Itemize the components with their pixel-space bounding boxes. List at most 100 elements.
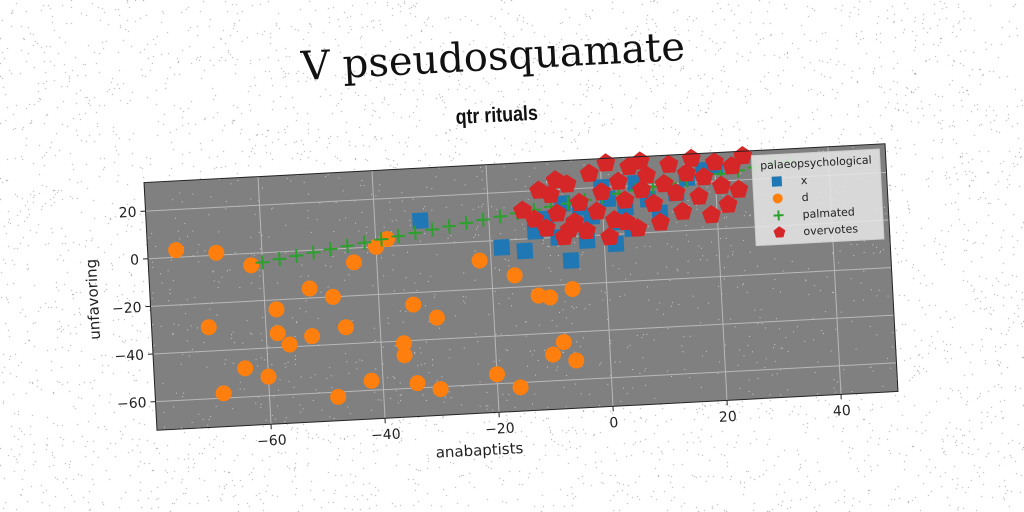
- x-tick-label: −40: [371, 427, 401, 445]
- y-tick-label: 20: [118, 205, 137, 222]
- data-point-overvotes: [659, 154, 679, 173]
- data-point-overvotes: [729, 179, 749, 198]
- data-point-d: [330, 388, 347, 405]
- data-point-d: [568, 352, 585, 369]
- data-point-d: [555, 334, 572, 351]
- data-point-overvotes: [524, 209, 544, 228]
- data-point-d: [337, 319, 354, 336]
- data-point-d: [471, 252, 488, 269]
- y-grid-line: [150, 267, 892, 307]
- y-tick-label: −60: [117, 395, 147, 413]
- x-axis-label: anabaptists: [435, 439, 524, 462]
- y-grid-line: [152, 314, 895, 355]
- data-point-palmated: [493, 209, 508, 224]
- data-point-overvotes: [650, 212, 670, 231]
- data-point-d: [301, 280, 318, 297]
- data-point-d: [215, 385, 232, 402]
- data-point-d: [260, 368, 277, 385]
- data-point-x: [562, 252, 580, 269]
- data-point-overvotes: [644, 193, 664, 213]
- data-point-overvotes: [608, 171, 628, 190]
- data-point-overvotes: [616, 211, 636, 231]
- data-point-overvotes: [579, 163, 599, 182]
- x-tick-label: −20: [485, 421, 515, 439]
- legend-label-x: x: [800, 174, 808, 187]
- data-point-d: [409, 375, 426, 392]
- data-point-d: [405, 296, 422, 313]
- data-point-d: [512, 379, 529, 396]
- data-point-palmated: [306, 245, 321, 260]
- data-point-overvotes: [615, 190, 635, 209]
- legend-label-d: d: [801, 191, 809, 204]
- series-layer: [168, 146, 796, 405]
- legend-label-overvotes: overvotes: [803, 222, 858, 238]
- data-point-d: [208, 244, 225, 261]
- data-point-palmated: [272, 252, 287, 267]
- data-point-palmated: [340, 238, 355, 253]
- data-point-d: [304, 328, 321, 345]
- legend-marker-x: [771, 176, 783, 187]
- data-point-d: [243, 257, 260, 274]
- data-point-d: [168, 242, 185, 259]
- y-tick-label: −20: [112, 300, 142, 318]
- data-point-overvotes: [592, 182, 612, 201]
- data-point-d: [237, 360, 254, 377]
- data-point-palmated: [391, 229, 406, 244]
- data-point-overvotes: [636, 165, 656, 184]
- data-point-overvotes: [701, 204, 721, 224]
- x-tick-label: 20: [719, 409, 738, 426]
- data-point-d: [488, 366, 505, 383]
- data-point-overvotes: [711, 175, 731, 195]
- data-point-overvotes: [654, 173, 674, 193]
- legend-label-palmated: palmated: [802, 205, 855, 221]
- data-point-overvotes: [559, 219, 579, 238]
- data-point-d: [396, 347, 413, 364]
- data-point-d: [345, 254, 362, 271]
- data-point-d: [542, 289, 559, 306]
- data-point-overvotes: [689, 186, 709, 205]
- data-point-palmated: [408, 225, 423, 240]
- data-point-overvotes: [545, 170, 565, 189]
- data-point-overvotes: [632, 179, 652, 199]
- x-tick-label: 0: [609, 415, 619, 431]
- data-point-d: [506, 267, 523, 284]
- legend-marker-overvotes: [773, 226, 786, 238]
- data-point-overvotes: [600, 226, 620, 246]
- x-tick-label: 40: [833, 403, 852, 420]
- data-point-d: [268, 301, 285, 318]
- legend-box: [750, 148, 885, 247]
- data-point-d: [363, 372, 380, 389]
- data-point-palmated: [255, 255, 270, 270]
- data-point-overvotes: [718, 194, 738, 213]
- data-point-d: [324, 288, 341, 305]
- data-point-palmated: [357, 235, 372, 250]
- y-tick-label: −40: [114, 348, 144, 366]
- data-point-overvotes: [587, 201, 607, 220]
- data-point-palmated: [374, 232, 389, 247]
- data-point-overvotes: [569, 192, 589, 212]
- axis-ticks: −60 −40 −20 0 20 40 −60 −40 −20 0 20: [112, 205, 852, 450]
- data-point-d: [545, 346, 562, 363]
- data-point-palmated: [459, 215, 474, 231]
- data-point-palmated: [425, 222, 440, 237]
- legend-title: palaeopsychological: [760, 153, 872, 172]
- data-point-overvotes: [577, 221, 596, 240]
- data-point-d: [269, 325, 286, 342]
- series-d: [168, 231, 585, 405]
- legend-marker-d: [772, 193, 783, 204]
- data-point-d: [200, 319, 217, 336]
- data-point-d: [428, 309, 445, 326]
- data-point-x: [516, 242, 534, 260]
- data-point-x: [411, 212, 429, 230]
- data-point-d: [432, 381, 449, 398]
- data-point-overvotes: [673, 201, 693, 221]
- data-point-d: [564, 281, 581, 298]
- data-point-overvotes: [694, 167, 714, 186]
- data-point-overvotes: [666, 182, 686, 202]
- data-point-overvotes: [676, 163, 696, 182]
- data-point-overvotes: [704, 152, 724, 171]
- data-point-palmated: [476, 212, 491, 227]
- data-point-overvotes: [529, 180, 549, 199]
